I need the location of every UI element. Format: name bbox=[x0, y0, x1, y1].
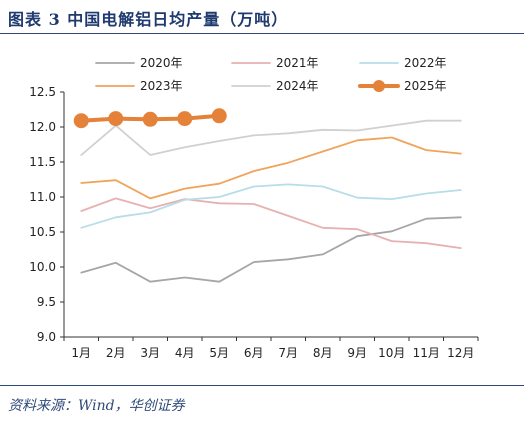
x-tick-label: 10月 bbox=[378, 346, 405, 360]
chart-legend: 2020年 2021年 2022年 2023年 2024年 2025年 bbox=[95, 56, 447, 93]
legend-label: 2023年 bbox=[140, 79, 183, 93]
x-tick-label: 9月 bbox=[347, 346, 367, 360]
x-tick-label: 2月 bbox=[106, 346, 126, 360]
x-tick-label: 5月 bbox=[209, 346, 229, 360]
legend-marker bbox=[373, 80, 385, 92]
legend-label: 2021年 bbox=[276, 56, 319, 70]
data-point-2025年 bbox=[211, 108, 227, 124]
data-point-2025年 bbox=[108, 111, 124, 127]
y-tick-label: 10.0 bbox=[29, 260, 56, 274]
data-point-2025年 bbox=[177, 111, 193, 127]
x-tick-label: 12月 bbox=[447, 346, 474, 360]
x-tick-label: 3月 bbox=[140, 346, 160, 360]
series-line-2020年 bbox=[80, 216, 462, 283]
legend-label: 2024年 bbox=[276, 79, 319, 93]
series-line-2023年 bbox=[80, 136, 462, 200]
y-axis: 9.0 9.5 10.0 10.5 11.0 11.5 12.0 12.5 bbox=[29, 85, 65, 344]
legend-label: 2022年 bbox=[404, 56, 447, 70]
x-tick-label: 7月 bbox=[278, 346, 298, 360]
y-tick-label: 10.5 bbox=[29, 225, 56, 239]
y-tick-label: 11.0 bbox=[29, 190, 56, 204]
series-line-2022年 bbox=[80, 183, 462, 229]
x-tick-label: 4月 bbox=[175, 346, 195, 360]
legend-label: 2025年 bbox=[404, 79, 447, 93]
y-tick-label: 11.5 bbox=[29, 155, 56, 169]
chart-title: 图表 3 中国电解铝日均产量（万吨） bbox=[8, 10, 289, 29]
data-point-2025年 bbox=[142, 111, 158, 127]
x-tick-label: 1月 bbox=[71, 346, 91, 360]
source-divider bbox=[0, 385, 524, 386]
legend-label: 2020年 bbox=[140, 56, 183, 70]
x-tick-label: 6月 bbox=[244, 346, 264, 360]
x-axis: 1月 2月 3月 4月 5月 6月 7月 8月 9月 10月 11月 12月 bbox=[63, 336, 479, 360]
x-tick-label: 8月 bbox=[313, 346, 333, 360]
source-note: 资料来源：Wind，华创证券 bbox=[8, 398, 185, 414]
line-chart: 2020年 2021年 2022年 2023年 2024年 2025年 9.0 9.5 10.… bbox=[29, 56, 479, 360]
title-divider bbox=[0, 33, 524, 34]
y-tick-label: 12.5 bbox=[29, 85, 56, 99]
series-line-2021年 bbox=[80, 197, 462, 250]
y-tick-label: 12.0 bbox=[29, 120, 56, 134]
y-tick-label: 9.0 bbox=[37, 330, 56, 344]
data-point-2025年 bbox=[73, 113, 89, 129]
y-tick-label: 9.5 bbox=[37, 295, 56, 309]
series-lines bbox=[73, 108, 462, 283]
series-line-2024年 bbox=[80, 119, 462, 156]
x-tick-label: 11月 bbox=[413, 346, 440, 360]
